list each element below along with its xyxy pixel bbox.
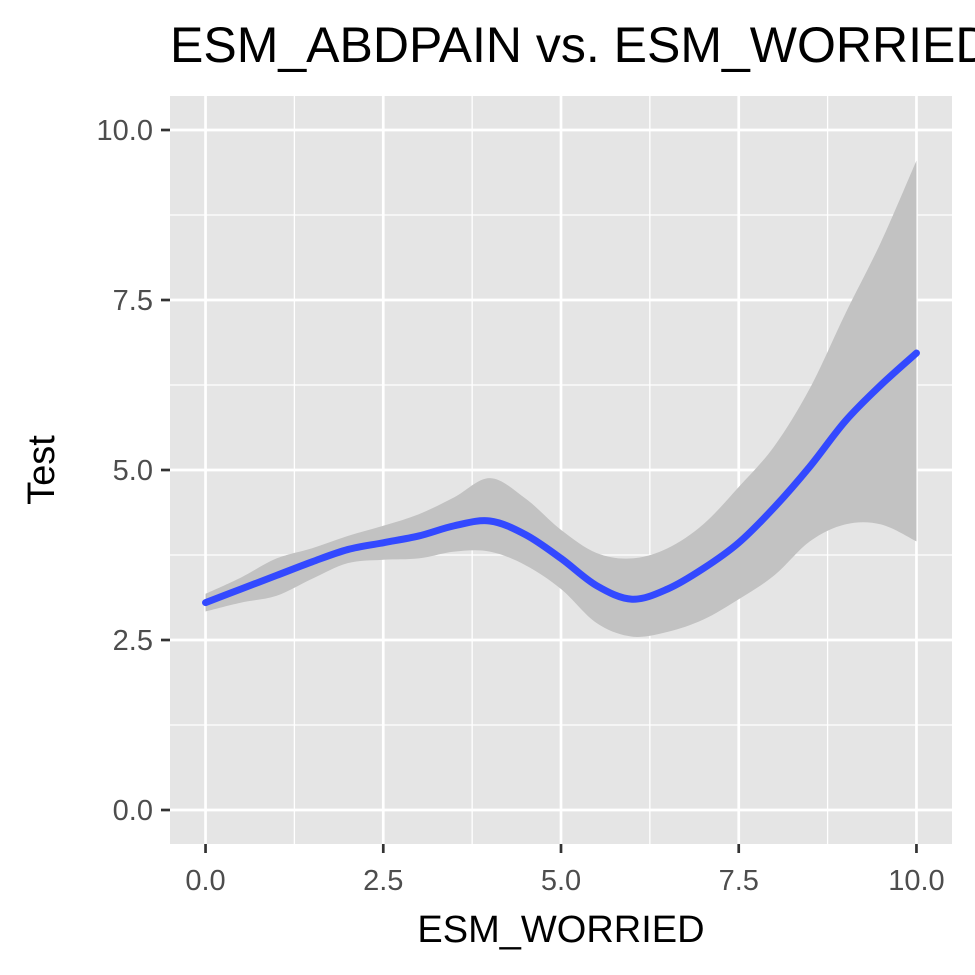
x-tick-label: 7.5 <box>719 865 759 897</box>
chart-title: ESM_ABDPAIN vs. ESM_WORRIED <box>170 17 975 73</box>
grid-major <box>170 96 952 844</box>
x-tick-label: 0.0 <box>185 865 225 897</box>
x-tick-label: 10.0 <box>888 865 944 897</box>
y-tick-label: 5.0 <box>113 455 153 487</box>
x-tick-label: 5.0 <box>541 865 581 897</box>
y-tick-label: 0.0 <box>113 795 153 827</box>
y-axis-title: Test <box>21 435 63 505</box>
y-axis-ticks: 0.0 2.5 5.0 7.5 10.0 <box>97 115 170 827</box>
smooth-line <box>202 349 920 607</box>
y-tick-label: 10.0 <box>97 115 153 147</box>
x-axis-title: ESM_WORRIED <box>417 909 704 951</box>
confidence-ribbon <box>205 160 917 637</box>
y-tick-label: 2.5 <box>113 625 153 657</box>
x-tick-label: 2.5 <box>363 865 403 897</box>
x-axis-ticks: 0.0 2.5 5.0 7.5 10.0 <box>185 844 945 897</box>
y-tick-label: 7.5 <box>113 285 153 317</box>
